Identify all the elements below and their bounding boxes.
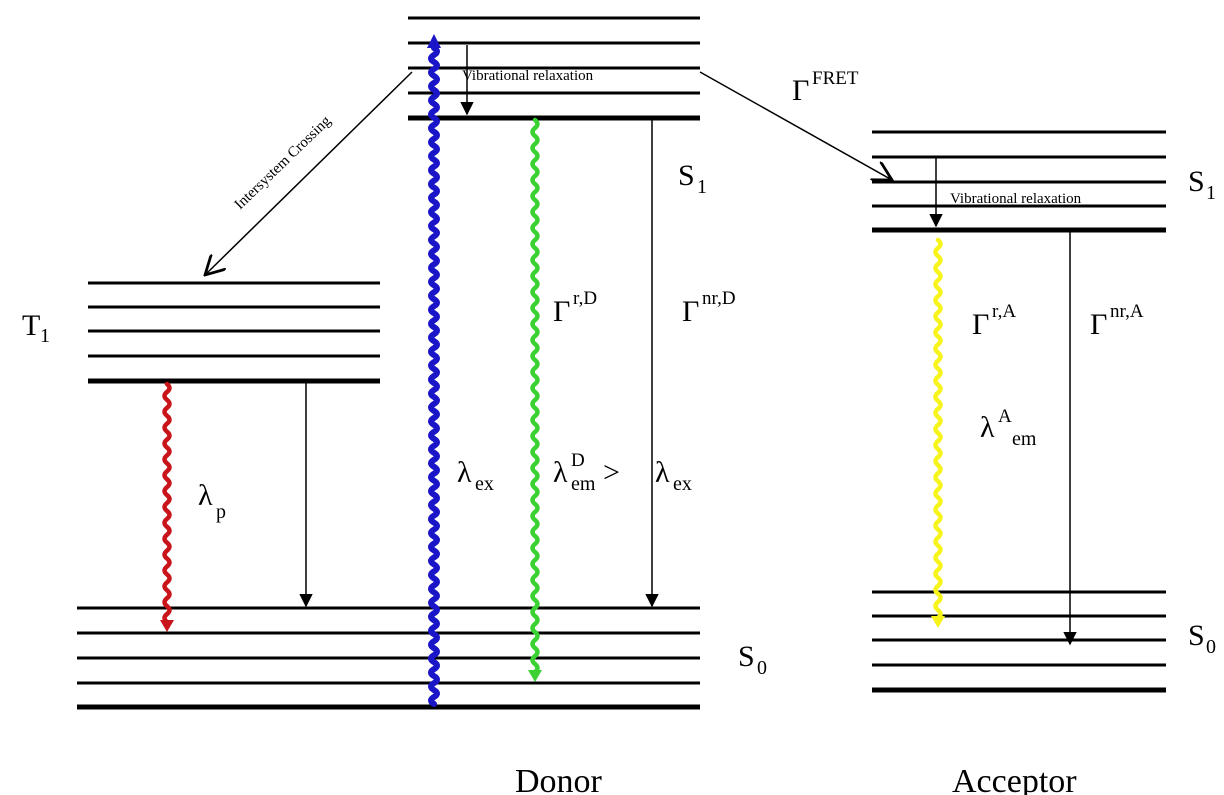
svg-text:T: T [22,309,40,342]
acceptor-caption: Acceptor [952,763,1077,795]
svg-text:λ: λ [980,411,995,444]
gamma-rd-label: Γ r,D [553,288,597,328]
svg-text:Γ: Γ [972,308,989,341]
svg-text:0: 0 [757,657,767,679]
svg-text:em: em [1012,428,1037,450]
svg-text:1: 1 [697,176,707,198]
svg-text:S: S [1188,619,1205,652]
svg-text:D: D [571,450,585,471]
excitation-arrowhead [427,34,441,48]
svg-text:r,D: r,D [573,288,597,309]
svg-text:Γ: Γ [792,74,809,107]
lambda-p-label: λ p [198,479,226,523]
lambda-ex-label: λ ex [457,456,494,495]
svg-text:A: A [998,406,1012,427]
lambda-em-d-label: λ D em > λ ex [553,450,692,495]
gamma-nrd-label: Γ nr,D [682,288,736,328]
donor-vibrational-relaxation-label: Vibrational relaxation [462,68,594,84]
donor-emission-arrowhead [528,670,542,682]
gamma-ra-label: Γ r,A [972,301,1016,341]
svg-text:S: S [1188,165,1205,198]
svg-text:nr,A: nr,A [1110,301,1144,322]
svg-text:Γ: Γ [1090,308,1107,341]
acceptor-emission-arrowhead [931,616,945,628]
donor-s1-state-label: S 1 [678,159,707,198]
donor-s1-levels [408,16,700,121]
t1-levels [88,281,380,384]
donor-emission-wave-arrow [530,117,540,675]
svg-text:nr,D: nr,D [702,288,736,309]
svg-text:FRET: FRET [812,68,859,89]
svg-text:ex: ex [475,473,494,495]
svg-text:S: S [678,159,695,192]
svg-text:Γ: Γ [553,295,570,328]
phosphorescence-arrowhead [160,620,174,632]
acceptor-emission-wave-arrow [933,237,943,621]
svg-text:ex: ex [673,473,692,495]
svg-text:λ: λ [553,456,568,489]
svg-text:1: 1 [40,325,50,347]
svg-text:Γ: Γ [682,295,699,328]
acceptor-s0-levels [872,590,1166,693]
gamma-fret-label: Γ FRET [792,68,859,107]
svg-text:λ: λ [198,479,213,512]
donor-caption: Donor [515,763,603,795]
acceptor-s0-state-label: S 0 [1188,619,1216,658]
donor-s0-levels [77,606,700,710]
t1-state-label: T 1 [22,309,50,347]
svg-text:>: > [603,456,620,489]
gamma-nra-label: Γ nr,A [1090,301,1144,341]
acceptor-s1-state-label: S 1 [1188,165,1216,204]
acceptor-s1-levels [872,130,1166,233]
svg-text:0: 0 [1206,636,1216,658]
donor-s0-state-label: S 0 [738,640,767,679]
fret-transfer-arrow [699,71,892,180]
lambda-em-a-label: λ A em [980,406,1037,450]
intersystem-crossing-arrow [205,71,413,275]
svg-text:λ: λ [457,456,472,489]
svg-text:λ: λ [655,456,670,489]
svg-text:em: em [571,473,596,495]
acceptor-vibrational-relaxation-label: Vibrational relaxation [950,191,1082,207]
svg-text:1: 1 [1206,182,1216,204]
phosphorescence-wave-arrow [162,381,172,625]
svg-text:S: S [738,640,755,673]
svg-text:p: p [216,501,226,523]
excitation-wave-arrow [428,45,440,707]
svg-text:r,A: r,A [992,301,1016,322]
